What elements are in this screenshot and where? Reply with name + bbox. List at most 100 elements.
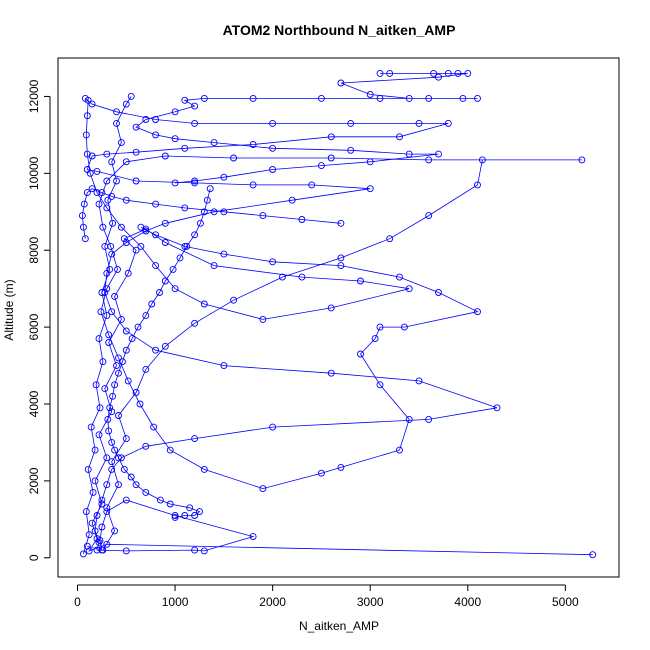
data-point	[103, 504, 111, 512]
data-point	[186, 504, 194, 512]
data-point	[111, 292, 119, 300]
data-point	[171, 108, 179, 116]
data-point	[220, 250, 228, 258]
data-point	[81, 94, 89, 102]
data-point	[82, 508, 90, 516]
data-point	[161, 152, 169, 160]
y-tick-label: 4000	[27, 390, 41, 417]
data-point	[83, 166, 91, 173]
data-point	[108, 465, 116, 473]
data-point	[83, 542, 91, 550]
data-point	[120, 235, 128, 243]
data-point	[88, 185, 96, 193]
series-lines	[81, 73, 593, 556]
data-point	[493, 404, 501, 412]
data-point	[117, 139, 125, 147]
y-axis-label: Altitude (m)	[2, 279, 16, 340]
data-point	[93, 512, 101, 519]
data-point	[181, 144, 189, 152]
data-point	[124, 269, 132, 277]
data-point	[104, 196, 112, 204]
x-tick-label: 3000	[357, 595, 384, 609]
data-point	[98, 189, 106, 197]
data-point	[103, 177, 111, 185]
data-point	[122, 196, 130, 204]
data-point	[117, 315, 125, 323]
data-point	[396, 273, 403, 281]
data-point	[425, 415, 433, 423]
y-tick-label: 0	[27, 554, 41, 561]
data-point	[120, 465, 128, 473]
data-point	[127, 473, 135, 481]
data-point	[166, 446, 174, 454]
data-point	[415, 377, 423, 385]
data-point	[103, 508, 111, 516]
data-point	[91, 446, 99, 454]
data-point	[85, 547, 93, 555]
data-point	[474, 308, 481, 316]
data-point	[161, 277, 169, 285]
data-point	[117, 223, 125, 231]
data-point	[122, 158, 130, 166]
data-point	[327, 369, 335, 377]
x-tick-label: 1000	[162, 595, 189, 609]
data-point	[91, 527, 99, 535]
data-point	[101, 385, 109, 393]
data-point	[288, 196, 296, 204]
data-point	[156, 289, 163, 296]
data-point	[169, 265, 177, 273]
data-point	[83, 112, 91, 120]
data-point	[376, 381, 384, 389]
data-point	[111, 381, 119, 389]
data-point	[127, 92, 135, 100]
data-point	[249, 141, 257, 148]
data-point	[152, 231, 160, 239]
data-point	[435, 289, 442, 296]
data-point	[115, 412, 122, 419]
data-point	[161, 342, 169, 350]
data-point	[400, 323, 408, 331]
data-point	[191, 319, 199, 327]
data-point	[347, 146, 355, 154]
data-point	[101, 242, 109, 250]
data-point	[269, 258, 277, 266]
x-tick-label: 0	[74, 595, 81, 609]
data-point	[148, 300, 156, 308]
data-point	[111, 527, 119, 535]
data-point	[327, 133, 335, 141]
data-point	[109, 392, 117, 400]
data-point	[278, 273, 286, 281]
data-point	[87, 423, 95, 431]
data-point	[259, 485, 267, 493]
data-point	[113, 119, 120, 127]
data-point	[142, 227, 150, 235]
data-point	[474, 181, 481, 189]
data-point	[142, 116, 150, 123]
x-tick-label: 2000	[259, 595, 286, 609]
data-point	[156, 496, 164, 504]
data-point	[80, 200, 88, 208]
data-point	[142, 312, 150, 320]
data-point	[108, 250, 116, 258]
data-point	[115, 481, 122, 489]
data-point	[122, 346, 130, 354]
data-point	[105, 427, 113, 435]
data-point	[200, 465, 208, 473]
data-point	[108, 408, 116, 416]
data-point	[142, 488, 150, 496]
data-point	[108, 158, 116, 166]
x-tick-label: 5000	[552, 595, 579, 609]
data-point	[79, 223, 87, 231]
data-point	[444, 119, 452, 127]
data-point	[113, 362, 120, 370]
data-point	[196, 508, 203, 516]
data-point	[376, 323, 384, 331]
data-point	[269, 166, 277, 173]
data-point	[95, 200, 103, 208]
data-point	[108, 438, 116, 446]
data-point	[104, 415, 112, 423]
data-point	[142, 225, 150, 233]
data-point	[142, 442, 150, 450]
data-point	[166, 500, 174, 508]
data-point	[103, 312, 111, 320]
